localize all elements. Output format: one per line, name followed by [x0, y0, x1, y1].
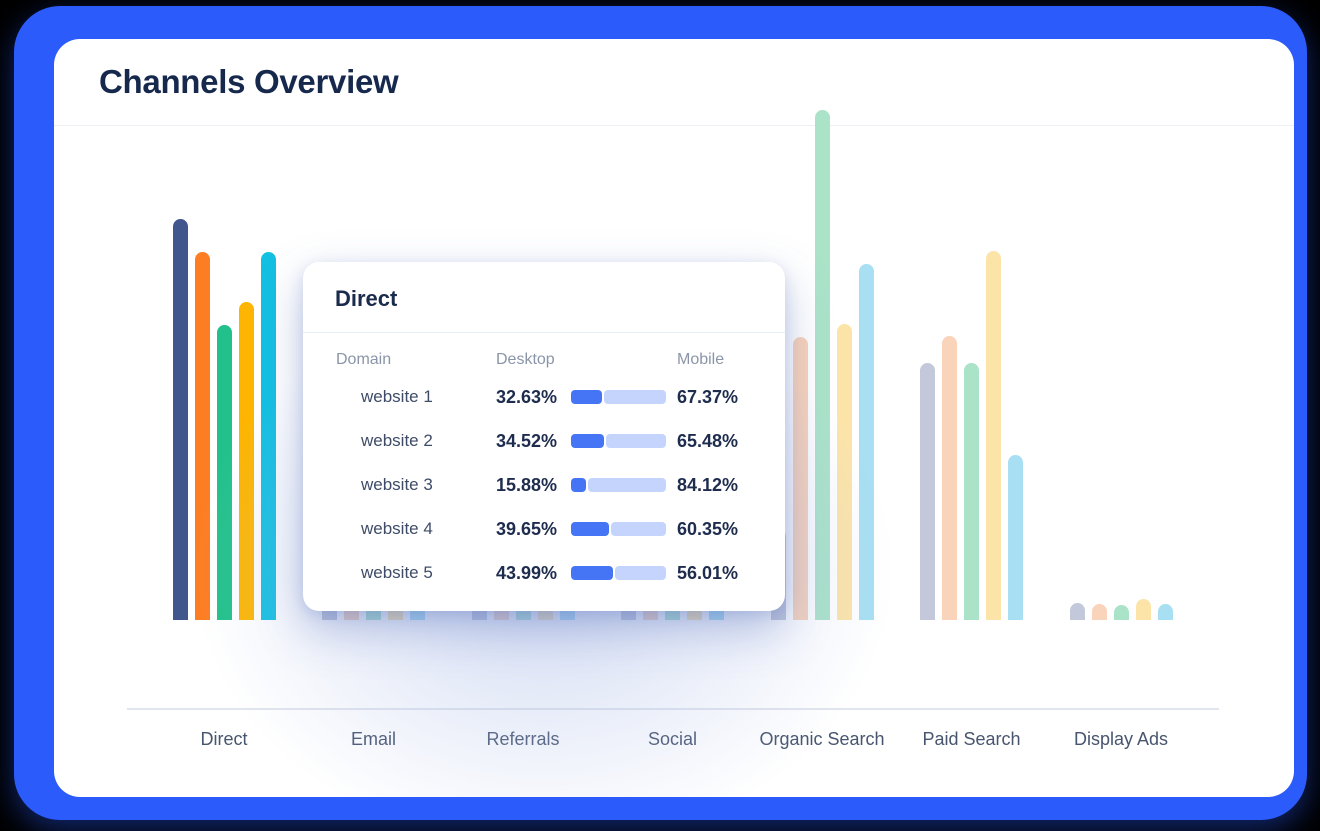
domain-label: website 4 [361, 519, 433, 538]
tooltip-rows: website 1 32.63% 67.37% website 2 34.52% 65.4… [336, 375, 785, 595]
desktop-bar-segment [571, 566, 613, 580]
bar-website-5[interactable] [858, 264, 874, 620]
column-header-desktop: Desktop [496, 351, 555, 368]
bar-website-3[interactable] [1113, 605, 1129, 620]
bar-website-4[interactable] [836, 324, 852, 620]
bar-website-3[interactable] [216, 325, 232, 620]
bar-website-2[interactable] [792, 337, 808, 620]
x-axis-label: Direct [200, 729, 248, 749]
direct-tooltip: Direct Domain Desktop Mobile website 1 32… [303, 262, 785, 611]
x-axis-label: Display Ads [1073, 729, 1169, 749]
card-header: Channels Overview [54, 39, 1294, 126]
channels-overview-card: Channels Overview Direct Email Referrals So… [54, 39, 1294, 797]
bar-website-1[interactable] [920, 363, 935, 620]
x-axis-label: Paid Search [922, 729, 1021, 749]
x-axis-label: Referrals [486, 729, 560, 749]
domain-label: website 2 [361, 431, 433, 450]
column-header-mobile: Mobile [677, 351, 725, 368]
desktop-percent: 32.63% [496, 386, 558, 407]
page-title: Channels Overview [99, 63, 399, 100]
mobile-percent: 67.37% [677, 386, 739, 407]
bar-website-4[interactable] [1135, 599, 1151, 620]
mobile-percent: 60.35% [677, 518, 739, 539]
mobile-bar-segment [614, 566, 666, 580]
desktop-bar-segment [571, 434, 604, 448]
bar-group-display-ads[interactable] [1069, 599, 1173, 620]
bar-website-2[interactable] [194, 252, 210, 620]
desktop-mobile-split-bar [571, 566, 666, 580]
desktop-bar-segment [571, 522, 609, 536]
desktop-mobile-split-bar [571, 434, 666, 448]
bar-website-3[interactable] [814, 110, 830, 620]
domain-label: website 3 [361, 475, 433, 494]
bar-group-organic-search[interactable] [770, 110, 874, 620]
tooltip-row: website 1 32.63% 67.37% [336, 375, 785, 419]
bar-website-1[interactable] [172, 219, 188, 620]
bar-website-5[interactable] [1008, 455, 1023, 620]
bar-website-5[interactable] [260, 252, 276, 620]
domain-label: website 5 [361, 563, 433, 582]
desktop-percent: 34.52% [496, 430, 558, 451]
x-axis-label: Social [647, 729, 698, 749]
mobile-percent: 56.01% [677, 562, 739, 583]
bar-website-5[interactable] [1157, 604, 1173, 620]
blue-frame: Channels Overview Direct Email Referrals So… [14, 6, 1307, 820]
column-header-domain: Domain [336, 351, 392, 368]
mobile-bar-segment [603, 390, 666, 404]
mobile-percent: 65.48% [677, 430, 739, 451]
bar-group-paid-search[interactable] [920, 251, 1023, 620]
mobile-bar-segment [610, 522, 666, 536]
tooltip-row: website 3 15.88% 84.12% [336, 463, 785, 507]
bar-website-1[interactable] [1069, 603, 1085, 620]
bar-website-2[interactable] [942, 336, 957, 620]
desktop-percent: 15.88% [496, 474, 558, 495]
desktop-mobile-split-bar [571, 522, 666, 536]
tooltip-row: website 2 34.52% 65.48% [336, 419, 785, 463]
x-axis-label: Email [350, 729, 396, 749]
x-axis-line [127, 708, 1219, 710]
tooltip-column-headers: Domain Desktop Mobile [336, 345, 785, 375]
tooltip-table: Domain Desktop Mobile website 1 32.63% 67.… [303, 333, 785, 595]
tooltip-header: Direct [303, 262, 785, 333]
mobile-bar-segment [605, 434, 666, 448]
domain-label: website 1 [361, 387, 433, 406]
bar-website-2[interactable] [1091, 604, 1107, 620]
desktop-percent: 39.65% [496, 518, 558, 539]
desktop-bar-segment [571, 390, 602, 404]
desktop-bar-segment [571, 478, 587, 492]
bar-website-4[interactable] [238, 302, 254, 620]
desktop-mobile-split-bar [571, 478, 666, 492]
tooltip-title: Direct [335, 286, 398, 311]
desktop-mobile-split-bar [571, 390, 666, 404]
bar-website-3[interactable] [964, 363, 979, 620]
bar-website-4[interactable] [986, 251, 1001, 620]
mobile-bar-segment [588, 478, 666, 492]
tooltip-row: website 4 39.65% 60.35% [336, 507, 785, 551]
grouped-bar-chart: Direct Email Referrals Social Organic Search… [54, 110, 1294, 797]
mobile-percent: 84.12% [677, 474, 739, 495]
desktop-percent: 43.99% [496, 562, 558, 583]
tooltip-row: website 5 43.99% 56.01% [336, 551, 785, 595]
bar-group-direct[interactable] [172, 219, 276, 620]
x-axis-label: Organic Search [759, 729, 885, 749]
